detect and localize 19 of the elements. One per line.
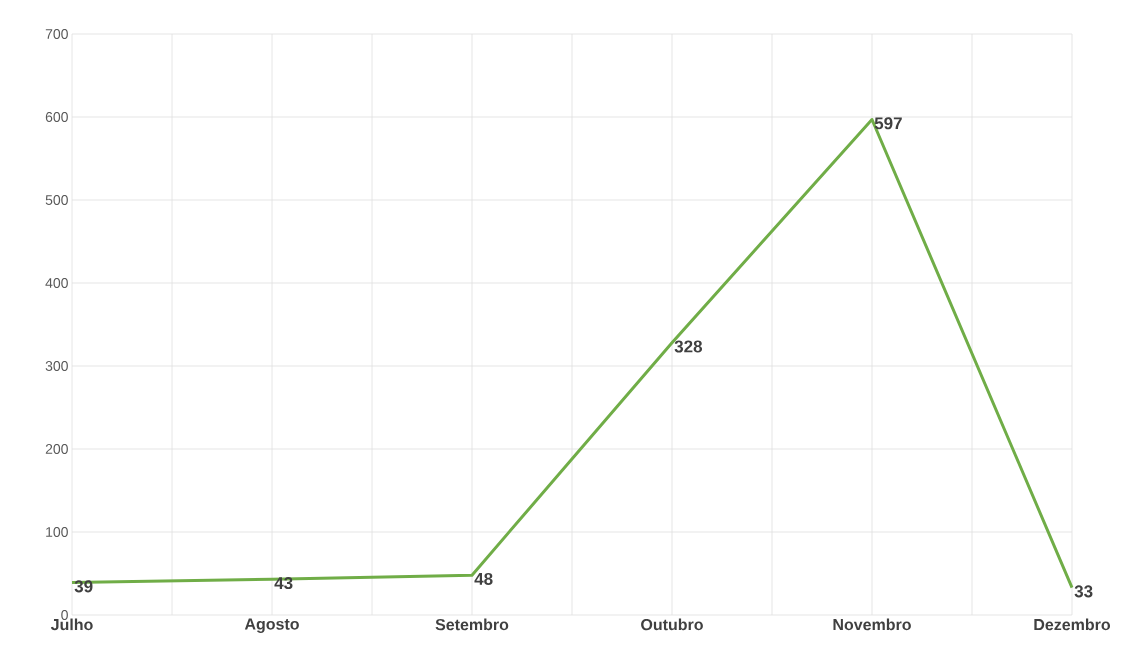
y-tick-label: 200 [45, 444, 68, 454]
y-tick-label: 0 [61, 610, 68, 620]
y-tick-label: 500 [45, 195, 68, 205]
y-tick-label: 100 [46, 527, 68, 537]
x-tick-label: Agosto [244, 618, 299, 633]
data-label: 48 [474, 572, 493, 585]
data-label: 43 [274, 577, 293, 590]
data-label: 328 [674, 340, 703, 353]
y-tick-label: 600 [45, 112, 68, 122]
x-tick-label: Novembro [833, 618, 911, 631]
y-tick-label: 300 [45, 361, 68, 371]
y-tick-label: 700 [45, 29, 68, 39]
data-label: 597 [874, 117, 902, 130]
x-tick-label: Outubro [641, 618, 703, 631]
x-tick-label: Dezembro [1034, 618, 1111, 631]
data-label: 33 [1074, 585, 1093, 598]
x-tick-label: Julho [50, 618, 93, 631]
x-tick-label: Setembro [435, 618, 509, 631]
y-tick-label: 400 [45, 278, 68, 288]
